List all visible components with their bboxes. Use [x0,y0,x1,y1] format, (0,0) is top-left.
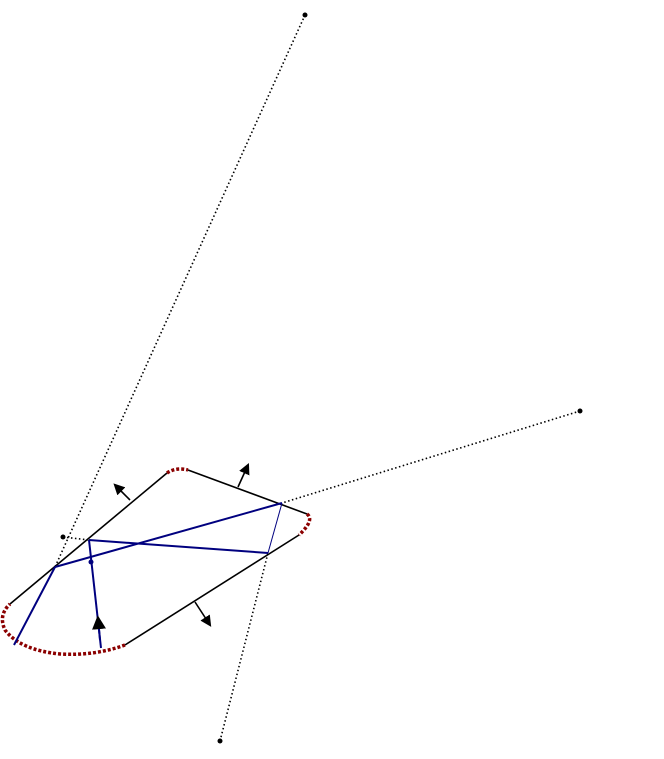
dotted-line [281,410,581,504]
point [217,738,223,744]
dotted-line [219,552,269,742]
arc [0,602,126,657]
blue-line [88,539,269,554]
edge [187,469,308,515]
points [60,12,583,744]
blue-lines [13,502,283,649]
dotted-line [54,14,306,568]
arrow [237,462,250,488]
arrow [194,601,212,627]
arc [166,467,189,475]
point [302,12,308,18]
blue-line [267,502,283,554]
point [60,534,66,540]
outline [0,467,312,657]
dotted-lines [54,14,581,742]
point [88,559,94,565]
blue-line [13,566,56,646]
arc [297,512,312,537]
dotted-line [62,536,90,541]
point [577,408,583,414]
blue-line [54,502,283,568]
arrows [92,462,250,641]
edge [9,472,168,605]
arrow [92,615,106,641]
edge [124,534,300,646]
arrow [113,483,131,501]
